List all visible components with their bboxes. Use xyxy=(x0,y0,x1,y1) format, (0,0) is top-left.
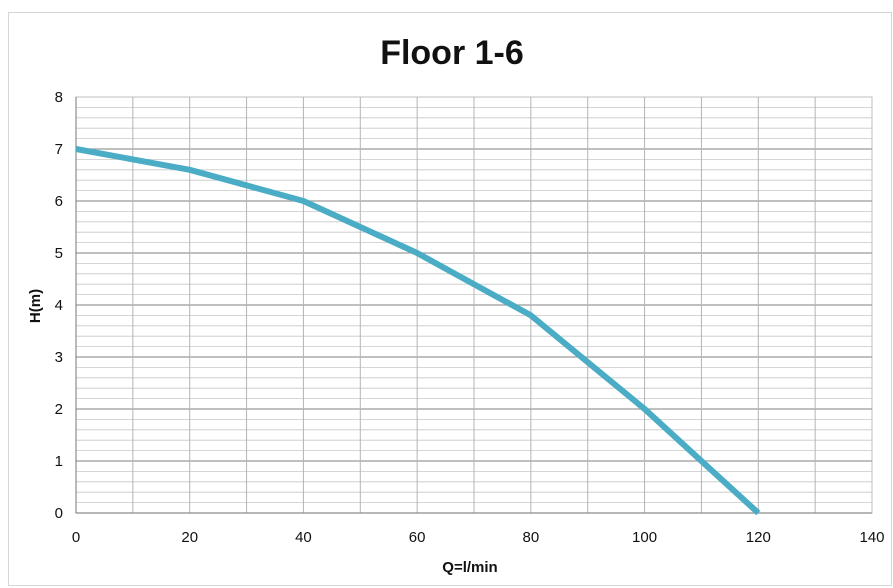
y-tick-label: 2 xyxy=(55,401,63,418)
x-tick-label: 120 xyxy=(746,529,771,546)
x-tick-label: 100 xyxy=(632,529,657,546)
series-line xyxy=(75,146,761,516)
y-axis-label: H(m) xyxy=(27,289,44,323)
y-tick-label: 7 xyxy=(55,141,63,158)
y-tick-label: 5 xyxy=(55,245,63,262)
x-tick-label: 60 xyxy=(409,529,426,546)
y-tick-label: 0 xyxy=(55,505,63,522)
series-layer xyxy=(75,146,761,516)
y-tick-label: 6 xyxy=(55,193,63,210)
y-tick-label: 8 xyxy=(55,89,63,106)
chart-title: Floor 1-6 xyxy=(380,34,524,72)
x-tick-label: 40 xyxy=(295,529,312,546)
grid xyxy=(75,96,873,514)
x-tick-label: 20 xyxy=(181,529,198,546)
x-tick-label: 0 xyxy=(72,529,80,546)
x-tick-label: 80 xyxy=(523,529,540,546)
x-axis-label: Q=l/min xyxy=(442,559,497,576)
x-tick-labels: 0 20 40 60 80 100 120 140 xyxy=(72,529,885,546)
y-tick-label: 1 xyxy=(55,453,63,470)
x-tick-label: 140 xyxy=(859,529,884,546)
y-tick-label: 3 xyxy=(55,349,63,366)
y-tick-label: 4 xyxy=(55,297,63,314)
y-tick-labels: 0 1 2 3 4 5 6 7 8 xyxy=(55,89,63,522)
